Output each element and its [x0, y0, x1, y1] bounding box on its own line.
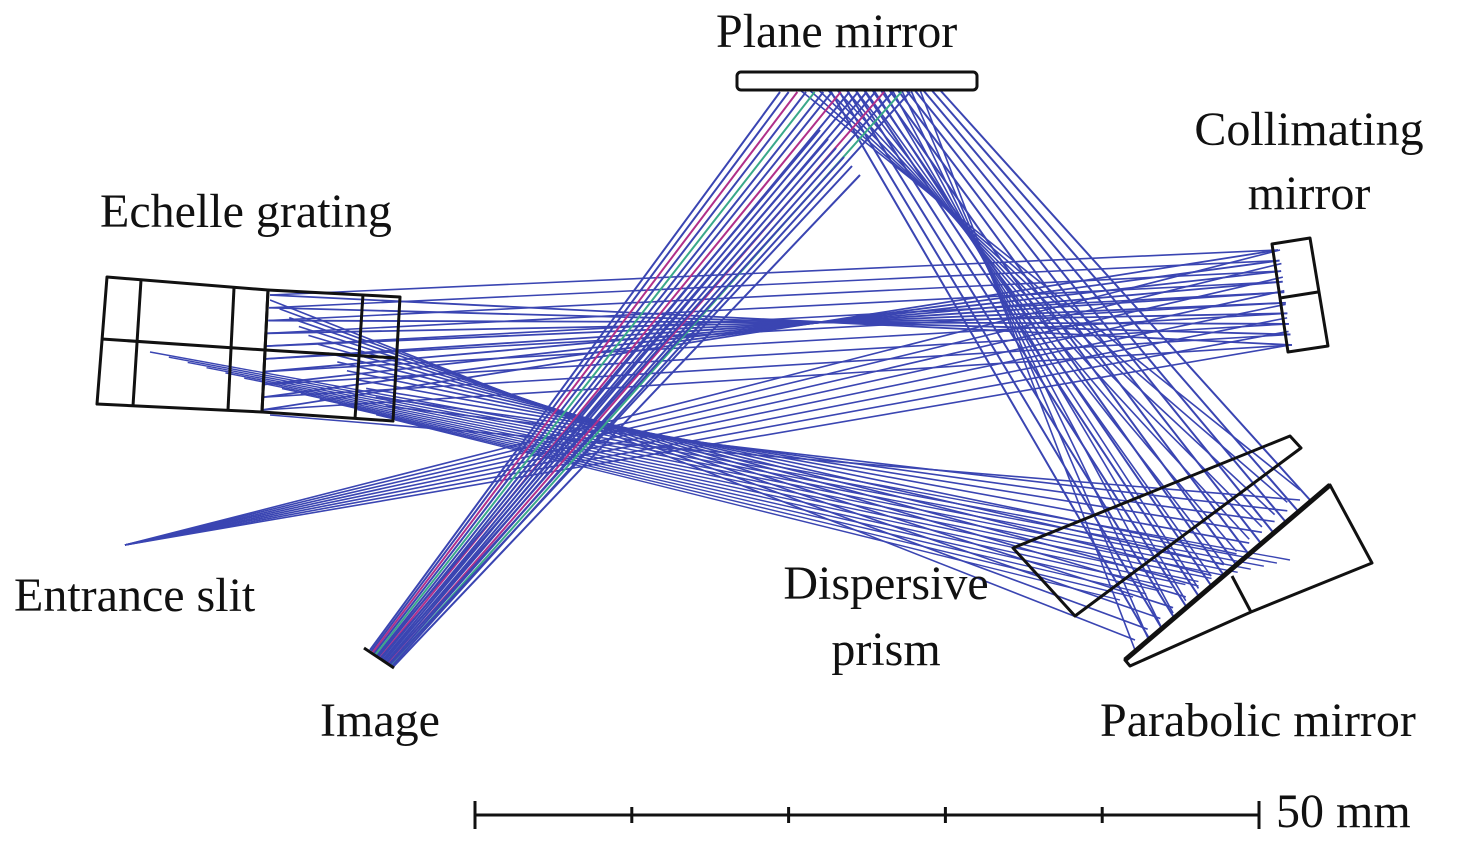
ray-parabolic-to-plane	[900, 89, 1162, 626]
label-image: Image	[320, 694, 440, 747]
ray-plane-to-parabolic	[846, 89, 1176, 619]
ray-slit-to-collimator	[124, 330, 1289, 546]
ray-parabolic-to-plane	[882, 89, 1187, 602]
collimating-mirror	[1270, 236, 1330, 354]
label-parabolic-mirror: Parabolic mirror	[1100, 694, 1416, 747]
ray-collimator-to-grating	[265, 291, 1285, 360]
ray-collimator-to-grating	[269, 249, 1279, 296]
ray-grating-to-parabolic	[346, 369, 1237, 555]
plane-mirror	[735, 70, 979, 92]
ray-grating-to-parabolic	[327, 352, 1212, 577]
ray-grating-to-prism	[262, 382, 1212, 580]
ray-plane-to-parabolic	[922, 89, 1287, 523]
ray-plane-to-parabolic	[939, 89, 1311, 501]
ray-collimator-to-grating	[267, 280, 1283, 335]
ray-collimator-to-grating	[269, 259, 1280, 309]
ray-plane-to-image	[385, 91, 877, 663]
ray-grating-to-prism	[375, 414, 1134, 598]
ray-plane-to-parabolic	[863, 89, 1201, 598]
ray-traces	[124, 89, 1311, 669]
ray-collimator-to-grating	[265, 301, 1286, 360]
ray-plane-to-image	[375, 91, 816, 655]
ray-plane-to-image	[373, 91, 807, 654]
ray-plane-to-parabolic	[837, 89, 1164, 630]
ray-parabolic-to-plane	[891, 89, 1174, 614]
ray-plane-to-parabolic	[905, 89, 1262, 544]
ray-grating-to-parabolic	[269, 414, 1301, 501]
ray-grating-to-prism	[244, 377, 1225, 577]
ray-collimator-to-grating	[266, 301, 1286, 348]
ray-parabolic-to-plane	[919, 89, 1136, 651]
label-plane-mirror: Plane mirror	[716, 5, 958, 58]
ray-plane-to-image	[378, 91, 833, 658]
ray-plane-to-parabolic	[879, 89, 1225, 576]
ray-grating-to-parabolic	[375, 396, 1275, 523]
ray-plane-to-parabolic	[888, 89, 1237, 566]
ray-plane-to-image	[370, 91, 790, 652]
ray-collimator-to-grating	[263, 323, 1289, 386]
ray-plane-to-image	[380, 138, 829, 659]
ray-plane-to-image	[382, 91, 859, 661]
parabolic-mirror	[1123, 483, 1374, 668]
ray-plane-to-image	[377, 129, 821, 656]
label-collimating-mirror-line1: Collimating	[1194, 103, 1424, 156]
label-collimating-mirror-line2: mirror	[1247, 167, 1371, 220]
ray-plane-to-parabolic	[854, 89, 1188, 609]
echelle-grating	[95, 275, 402, 423]
ray-plane-to-image	[391, 174, 861, 669]
label-echelle-grating: Echelle grating	[100, 185, 392, 238]
ray-grating-to-prism	[206, 367, 1251, 570]
ray-grating-to-parabolic	[356, 378, 1250, 544]
ray-slit-to-collimator	[124, 317, 1288, 546]
dispersive-prism	[1011, 434, 1303, 618]
ray-plane-to-image	[376, 91, 825, 656]
ray-parabolic-to-plane	[854, 89, 1225, 565]
ray-plane-to-image	[388, 165, 853, 667]
ray-grating-to-prism	[357, 408, 1147, 595]
ray-parabolic-to-plane	[873, 89, 1200, 589]
ray-parabolic-to-plane	[827, 89, 1263, 528]
ray-collimator-to-grating	[264, 280, 1283, 373]
ray-plane-to-parabolic	[913, 89, 1274, 533]
ray-grating-to-parabolic	[337, 361, 1225, 566]
ray-collimator-to-grating	[269, 306, 1291, 336]
scale-bar-label: 50 mm	[1276, 785, 1411, 838]
ray-grating-to-prism	[281, 387, 1199, 583]
ray-plane-to-image	[372, 91, 799, 653]
ray-grating-to-prism	[300, 393, 1186, 586]
ray-plane-to-image	[382, 147, 837, 661]
ray-parabolic-to-plane	[910, 89, 1149, 639]
ray-parabolic-to-plane	[863, 89, 1212, 577]
ray-collimator-to-grating	[267, 312, 1288, 335]
scale-bar	[473, 801, 1261, 829]
label-dispersive-prism-line2: prism	[831, 623, 941, 676]
ray-plane-to-image	[385, 156, 845, 664]
label-dispersive-prism-line1: Dispersive	[783, 557, 989, 610]
label-entrance-slit: Entrance slit	[14, 569, 256, 622]
ray-grating-to-prism	[168, 356, 1278, 564]
image-plane	[363, 646, 395, 670]
ray-plane-to-parabolic	[930, 89, 1299, 512]
ray-parabolic-to-plane	[817, 89, 1276, 516]
ray-plane-to-image	[379, 91, 842, 659]
ray-collimator-to-grating	[269, 294, 1293, 346]
ray-plane-to-image	[369, 91, 781, 651]
